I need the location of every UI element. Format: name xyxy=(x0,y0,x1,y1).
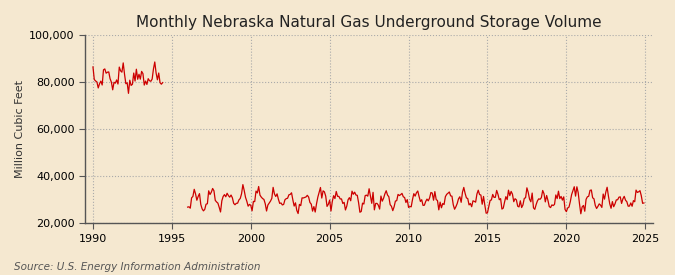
Y-axis label: Million Cubic Feet: Million Cubic Feet xyxy=(15,80,25,178)
Text: Source: U.S. Energy Information Administration: Source: U.S. Energy Information Administ… xyxy=(14,262,260,272)
Title: Monthly Nebraska Natural Gas Underground Storage Volume: Monthly Nebraska Natural Gas Underground… xyxy=(136,15,602,30)
